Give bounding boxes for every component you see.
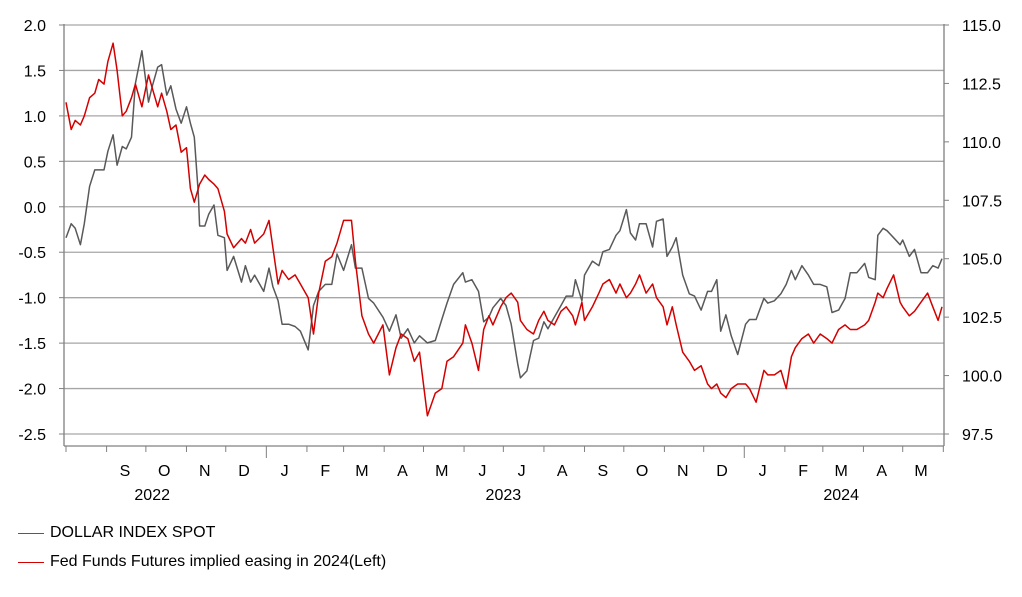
month-tick-label: J [759,463,767,480]
month-tick-label: J [518,463,526,480]
month-tick-label: O [158,463,170,480]
legend-item-fed-funds: Fed Funds Futures implied easing in 2024… [18,553,386,571]
legend-item-dollar-index: DOLLAR INDEX SPOT [18,524,215,542]
right-tick-label: 107.5 [962,193,1002,210]
series-line-dollar-index [65,49,943,379]
legend-label-dollar-index: DOLLAR INDEX SPOT [50,524,216,541]
right-tick-label: 110.0 [962,135,1001,152]
month-tick-label: S [120,463,131,480]
month-tick-label: M [835,463,848,480]
legend-label-fed-funds: Fed Funds Futures implied easing in 2024… [50,553,387,570]
right-tick-label: 100.0 [962,369,1002,386]
left-tick-label: -0.5 [18,245,46,262]
year-tick-label: 2022 [134,487,170,504]
left-y-axis: 2.0 1.5 1.0 0.5 0.0 -0.5 -1.0 -1.5 -2.0 -2.5 [18,18,64,444]
month-tick-label: D [238,463,250,480]
right-tick-label: 115.0 [962,18,1001,35]
series-line-fed-funds [65,42,943,417]
left-tick-label: -1.5 [18,336,46,353]
series-layer [65,42,943,417]
month-tick-label: F [798,463,808,480]
left-tick-label: -2.5 [18,427,46,444]
month-tick-label: N [199,463,211,480]
year-tick-label: 2024 [823,487,859,504]
month-tick-label: N [677,463,689,480]
left-tick-label: 0.5 [24,154,46,171]
month-tick-label: D [716,463,728,480]
x-axis: S O N D J F M A M J J A S O N D J F M A M 2022 2023 2024 [63,24,945,504]
left-tick-label: -2.0 [18,382,46,399]
right-y-axis: 115.0 112.5 110.0 107.5 105.0 102.5 100.0 97.5 [944,18,1002,444]
gridlines [64,24,944,435]
month-tick-label: F [320,463,330,480]
right-tick-label: 105.0 [962,252,1002,269]
month-tick-label: A [876,463,887,480]
left-tick-label: 1.0 [24,109,46,126]
right-tick-label: 97.5 [962,427,993,444]
legend-swatch-fed-funds [18,561,44,563]
left-tick-label: 2.0 [24,18,46,35]
right-tick-label: 102.5 [962,310,1002,327]
month-tick-label: M [435,463,448,480]
left-tick-label: 1.5 [24,63,46,80]
left-tick-label: 0.0 [24,200,46,217]
left-tick-label: -1.0 [18,291,46,308]
month-tick-label: S [598,463,609,480]
month-tick-label: O [636,463,648,480]
month-tick-label: A [397,463,408,480]
month-tick-label: J [281,463,289,480]
month-tick-label: M [914,463,927,480]
month-tick-label: J [478,463,486,480]
right-tick-label: 112.5 [962,76,1001,93]
month-tick-label: A [557,463,568,480]
year-tick-label: 2023 [486,487,522,504]
month-tick-label: M [355,463,368,480]
legend-swatch-dollar-index [18,532,44,534]
